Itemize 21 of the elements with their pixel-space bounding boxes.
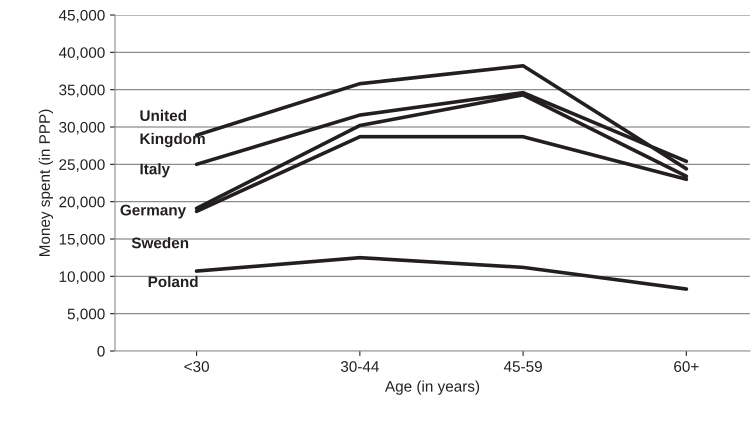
series-label: Italy bbox=[140, 163, 170, 178]
x-tick-label: 60+ bbox=[674, 361, 699, 372]
y-tick-label: 5,000 bbox=[68, 308, 105, 322]
y-tick-label: 25,000 bbox=[59, 159, 105, 172]
series-label: Poland bbox=[148, 276, 198, 288]
series-label: Germany bbox=[120, 204, 186, 218]
y-tick-label: 40,000 bbox=[58, 47, 105, 60]
x-tick-label: 30-44 bbox=[340, 361, 379, 372]
y-tick-label: 45,000 bbox=[58, 10, 105, 22]
y-tick-label: 15,000 bbox=[60, 234, 105, 246]
x-tick-label: 45-59 bbox=[504, 361, 542, 372]
y-tick-label: 20,000 bbox=[59, 196, 105, 210]
series-label: United Kingdom bbox=[140, 110, 205, 148]
series-label: Sweden bbox=[132, 237, 188, 248]
x-axis-title: Age (in years) bbox=[384, 380, 480, 395]
y-tick-label: 0 bbox=[97, 346, 105, 357]
y-tick-label: 30,000 bbox=[59, 122, 105, 134]
y-tick-label: 10,000 bbox=[60, 271, 105, 284]
y-tick-label: 35,000 bbox=[59, 84, 105, 98]
x-tick-label: <30 bbox=[184, 361, 209, 372]
y-axis-title: Money spent (in PPP) bbox=[38, 110, 53, 256]
